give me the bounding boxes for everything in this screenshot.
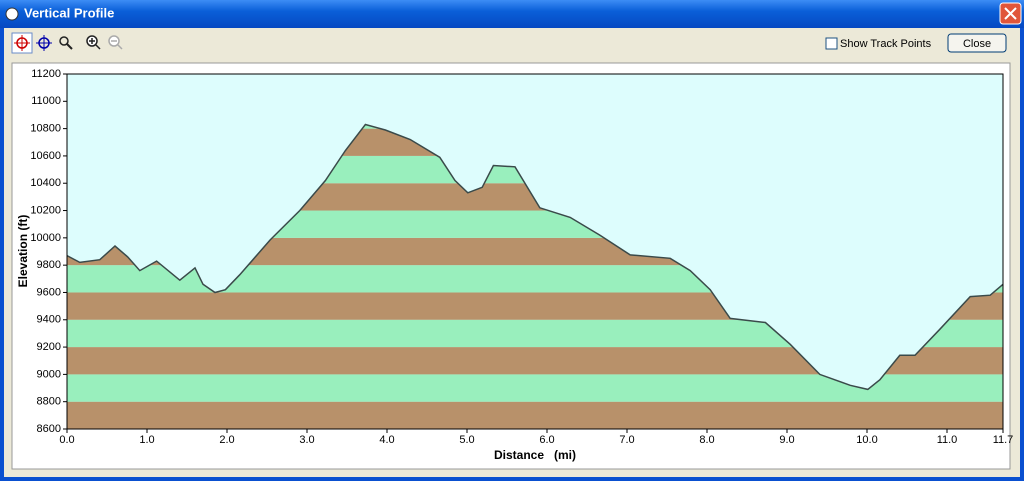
close-button[interactable] (947, 33, 1007, 53)
y-tick-label: 10400 (30, 177, 61, 189)
x-tick-label: 7.0 (619, 434, 634, 446)
y-tick-label: 10000 (30, 232, 61, 244)
tool-icon (66, 43, 73, 50)
x-tick-label: 9.0 (779, 434, 794, 446)
tool-icon (36, 35, 52, 51)
x-tick-label: 6.0 (539, 434, 554, 446)
x-axis-title: Distance (mi) (494, 448, 576, 462)
y-tick-label: 9600 (37, 286, 61, 298)
y-tick-label: 9400 (37, 314, 61, 326)
y-tick-label: 11200 (31, 68, 61, 80)
title-bar (0, 0, 1024, 28)
x-tick-label: 4.0 (379, 434, 394, 446)
x-tick-label: 0.0 (59, 434, 74, 446)
app-icon (5, 7, 19, 21)
y-tick-label: 9800 (37, 259, 61, 271)
y-tick-label: 10200 (30, 204, 61, 216)
close-button-label: Close (963, 38, 991, 50)
x-tick-label: 2.0 (219, 434, 234, 446)
y-tick-label: 9000 (37, 368, 61, 380)
checkbox[interactable] (825, 37, 838, 50)
y-tick-label: 11000 (31, 95, 61, 107)
y-tick-label: 8800 (37, 396, 61, 408)
close-x-icon (1004, 7, 1017, 20)
y-tick-label: 10600 (30, 150, 61, 162)
plot-border (66, 73, 1004, 430)
tool-icon (89, 38, 101, 50)
y-tick-label: 9200 (37, 341, 61, 353)
elevation-line (66, 123, 1004, 391)
x-tick-label: 11.7 (993, 434, 1014, 446)
x-tick-label: 11.0 (937, 434, 958, 446)
checkbox-label: Show Track Points (840, 38, 932, 50)
window-title: Vertical Profile (24, 5, 114, 20)
tool-zoom-box[interactable] (59, 36, 69, 46)
tool-icon (111, 40, 123, 50)
y-axis-title: Elevation (ft) (16, 215, 30, 288)
x-tick-label: 5.0 (459, 434, 474, 446)
y-tick-label: 8600 (37, 423, 61, 435)
x-tick-label: 8.0 (699, 434, 714, 446)
tool-icon (14, 35, 30, 51)
y-tick-label: 10800 (30, 123, 61, 135)
band (67, 401, 1003, 429)
x-tick-label: 3.0 (299, 434, 314, 446)
x-tick-label: 10.0 (856, 434, 877, 446)
x-tick-label: 1.0 (139, 434, 154, 446)
